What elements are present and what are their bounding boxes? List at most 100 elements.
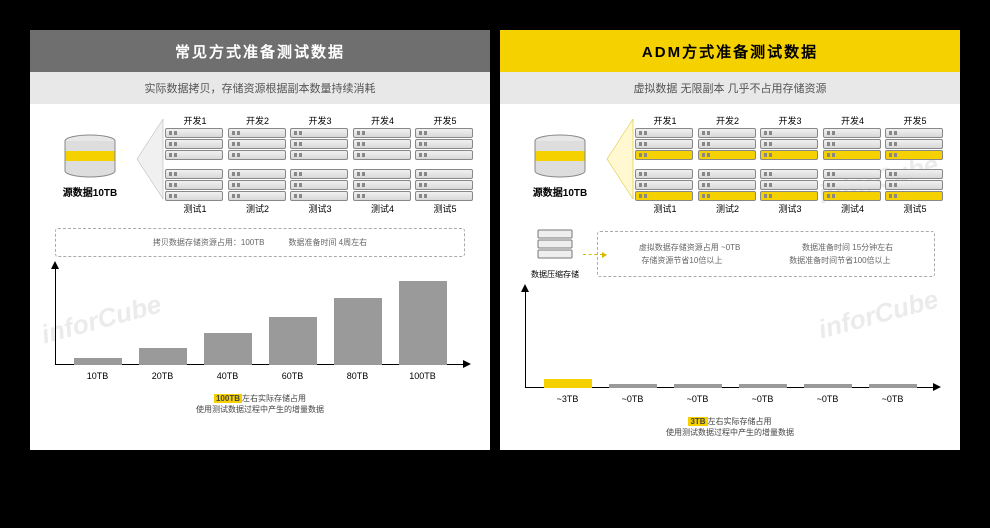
bar: [74, 358, 122, 365]
server-column: 开发2: [228, 114, 288, 161]
server-unit: [698, 128, 756, 138]
server-unit: [165, 191, 223, 201]
server-col-label: 开发2: [228, 114, 288, 127]
bar: [609, 384, 657, 388]
server-col-label: 测试2: [228, 202, 288, 215]
server-col-label: 测试2: [698, 202, 758, 215]
server-unit: [760, 191, 818, 201]
server-unit: [415, 150, 473, 160]
panel-common: 常见方式准备测试数据 实际数据拷贝，存储资源根据副本数量持续消耗 inforCu…: [30, 30, 490, 450]
server-unit: [228, 128, 286, 138]
server-unit: [760, 128, 818, 138]
info-box-left: 拷贝数据存储资源占用：100TB数据准备时间 4周左右: [55, 228, 465, 257]
bars-left: 10TB20TB40TB60TB80TB100TB: [65, 272, 455, 365]
server-unit: [885, 180, 943, 190]
bar-column: 20TB: [135, 272, 190, 365]
server-unit: [165, 128, 223, 138]
server-col-label: 开发4: [823, 114, 883, 127]
server-column: 测试2: [228, 169, 288, 216]
server-unit: [165, 150, 223, 160]
server-col-label: 开发5: [415, 114, 475, 127]
server-unit: [290, 191, 348, 201]
server-unit: [415, 180, 473, 190]
source-db-left: 源数据10TB: [45, 114, 135, 199]
bar-label: 20TB: [152, 371, 174, 381]
bar-column: ~3TB: [540, 295, 595, 388]
info-text: 数据准备时间节省100倍以上: [789, 255, 890, 266]
server-unit: [353, 128, 411, 138]
bar-label: ~0TB: [687, 394, 709, 404]
bar-chart-right: ~3TB~0TB~0TB~0TB~0TB~0TB: [525, 290, 935, 410]
compress-stack: 数据压缩存储: [525, 228, 585, 280]
bar: [399, 281, 447, 365]
server-col-label: 测试3: [290, 202, 350, 215]
server-unit: [635, 191, 693, 201]
server-unit: [760, 139, 818, 149]
bar-column: ~0TB: [605, 295, 660, 388]
bar-label: 10TB: [87, 371, 109, 381]
server-unit: [635, 128, 693, 138]
server-unit: [290, 180, 348, 190]
server-col-label: 开发4: [353, 114, 413, 127]
server-unit: [698, 169, 756, 179]
server-zone-left: 源数据10TB 开发1开发2开发3开发4开发5测试1测试2测试3测试4测试5: [45, 114, 475, 218]
db-icon: [62, 134, 118, 180]
server-unit: [823, 169, 881, 179]
source-label-right: 源数据10TB: [515, 184, 605, 199]
panel-sub-common: 实际数据拷贝，存储资源根据副本数量持续消耗: [30, 72, 490, 104]
server-grid-left: 开发1开发2开发3开发4开发5测试1测试2测试3测试4测试5: [165, 114, 475, 218]
bar: [139, 348, 187, 365]
server-unit: [228, 150, 286, 160]
server-col-label: 开发3: [290, 114, 350, 127]
server-grid-right: 开发1开发2开发3开发4开发5测试1测试2测试3测试4测试5: [635, 114, 945, 218]
server-unit: [353, 169, 411, 179]
info-text: 数据准备时间 15分钟左右: [802, 242, 893, 253]
bar-column: ~0TB: [800, 295, 855, 388]
server-unit: [885, 128, 943, 138]
server-col-label: 测试5: [415, 202, 475, 215]
server-column: 开发4: [823, 114, 883, 161]
server-column: 测试5: [885, 169, 945, 216]
server-unit: [290, 128, 348, 138]
panel-body-adm: inforCube inforCube 源数据10TB 开发1开发2开发3开发4…: [500, 104, 960, 450]
bar: [739, 384, 787, 388]
server-unit: [290, 169, 348, 179]
server-unit: [353, 180, 411, 190]
server-column: 测试3: [760, 169, 820, 216]
bar-label: 80TB: [347, 371, 369, 381]
panel-adm: ADM方式准备测试数据 虚拟数据 无限副本 几乎不占用存储资源 inforCub…: [500, 30, 960, 450]
server-col-label: 测试4: [823, 202, 883, 215]
server-unit: [823, 139, 881, 149]
server-unit: [228, 139, 286, 149]
server-unit: [228, 169, 286, 179]
bar: [269, 317, 317, 365]
server-unit: [290, 150, 348, 160]
server-col-label: 测试1: [635, 202, 695, 215]
bar-label: ~0TB: [622, 394, 644, 404]
server-col-label: 开发5: [885, 114, 945, 127]
server-unit: [415, 169, 473, 179]
server-col-label: 开发1: [635, 114, 695, 127]
bar: [674, 384, 722, 388]
bar-column: ~0TB: [735, 295, 790, 388]
server-unit: [353, 150, 411, 160]
bar-chart-left: 10TB20TB40TB60TB80TB100TB: [55, 267, 465, 387]
server-unit: [823, 128, 881, 138]
panel-sub-adm: 虚拟数据 无限副本 几乎不占用存储资源: [500, 72, 960, 104]
fan-icon: [135, 114, 165, 204]
server-column: 开发3: [760, 114, 820, 161]
server-unit: [165, 139, 223, 149]
server-unit: [823, 191, 881, 201]
server-column: 测试4: [823, 169, 883, 216]
server-column: 开发3: [290, 114, 350, 161]
bar-label: ~0TB: [817, 394, 839, 404]
panel-header-common: 常见方式准备测试数据: [30, 30, 490, 72]
source-db-right: 源数据10TB: [515, 114, 605, 199]
bar-label: ~0TB: [752, 394, 774, 404]
db-icon: [532, 134, 588, 180]
server-unit: [760, 150, 818, 160]
footnote-right: 3TB左右实际存储占用 使用测试数据过程中产生的增量数据: [515, 410, 945, 450]
server-unit: [228, 191, 286, 201]
server-col-label: 测试1: [165, 202, 225, 215]
server-unit: [698, 191, 756, 201]
